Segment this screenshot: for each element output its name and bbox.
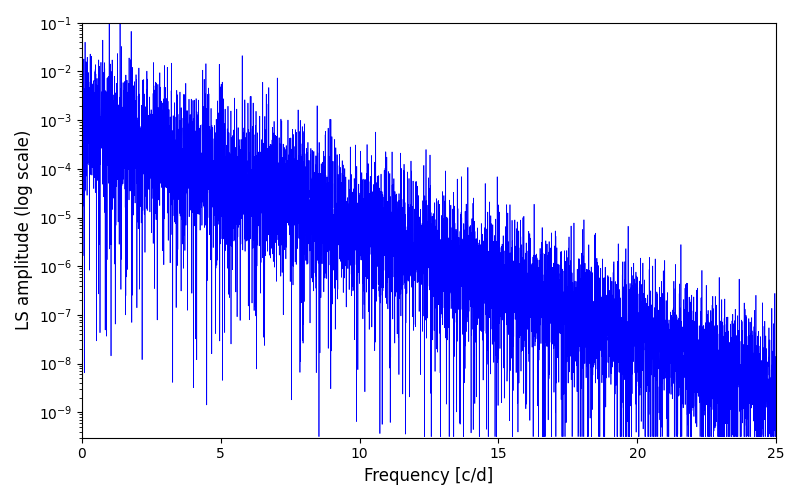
- X-axis label: Frequency [c/d]: Frequency [c/d]: [364, 467, 494, 485]
- Y-axis label: LS amplitude (log scale): LS amplitude (log scale): [15, 130, 33, 330]
